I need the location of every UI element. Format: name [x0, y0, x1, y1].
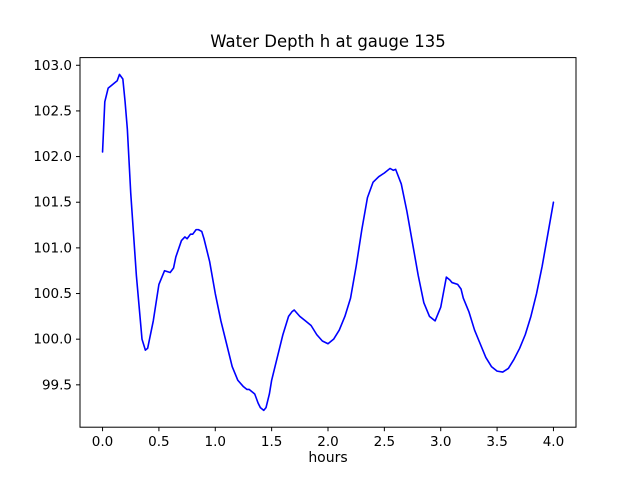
x-axis-label: hours [308, 450, 347, 466]
x-tick-label: 2.0 [317, 434, 338, 450]
x-tick-label: 3.5 [486, 434, 507, 450]
x-tick-label: 0.0 [92, 434, 113, 450]
y-tick-label: 101.5 [33, 195, 72, 211]
x-tick-label: 3.0 [430, 434, 451, 450]
x-axis-ticks: 0.0 0.5 1.0 1.5 2.0 2.5 3.0 3.5 4.0 [92, 427, 564, 450]
x-tick-label: 2.5 [374, 434, 395, 450]
y-tick-label: 103.0 [33, 58, 72, 74]
x-tick-label: 4.0 [543, 434, 564, 450]
chart-title: Water Depth h at gauge 135 [210, 32, 445, 51]
y-tick-label: 100.5 [33, 286, 72, 302]
x-tick-label: 0.5 [148, 434, 169, 450]
y-tick-label: 100.0 [33, 332, 72, 348]
y-tick-label: 102.5 [33, 103, 72, 119]
y-tick-label: 101.0 [33, 240, 72, 256]
y-axis-ticks: 99.5 100.0 100.5 101.0 101.5 102.0 102.5 103.0 [33, 58, 80, 393]
y-tick-label: 102.0 [33, 149, 72, 165]
y-tick-label: 99.5 [42, 377, 72, 393]
data-line-water-depth [101, 73, 555, 412]
x-tick-label: 1.5 [261, 434, 282, 450]
x-tick-label: 1.0 [205, 434, 226, 450]
